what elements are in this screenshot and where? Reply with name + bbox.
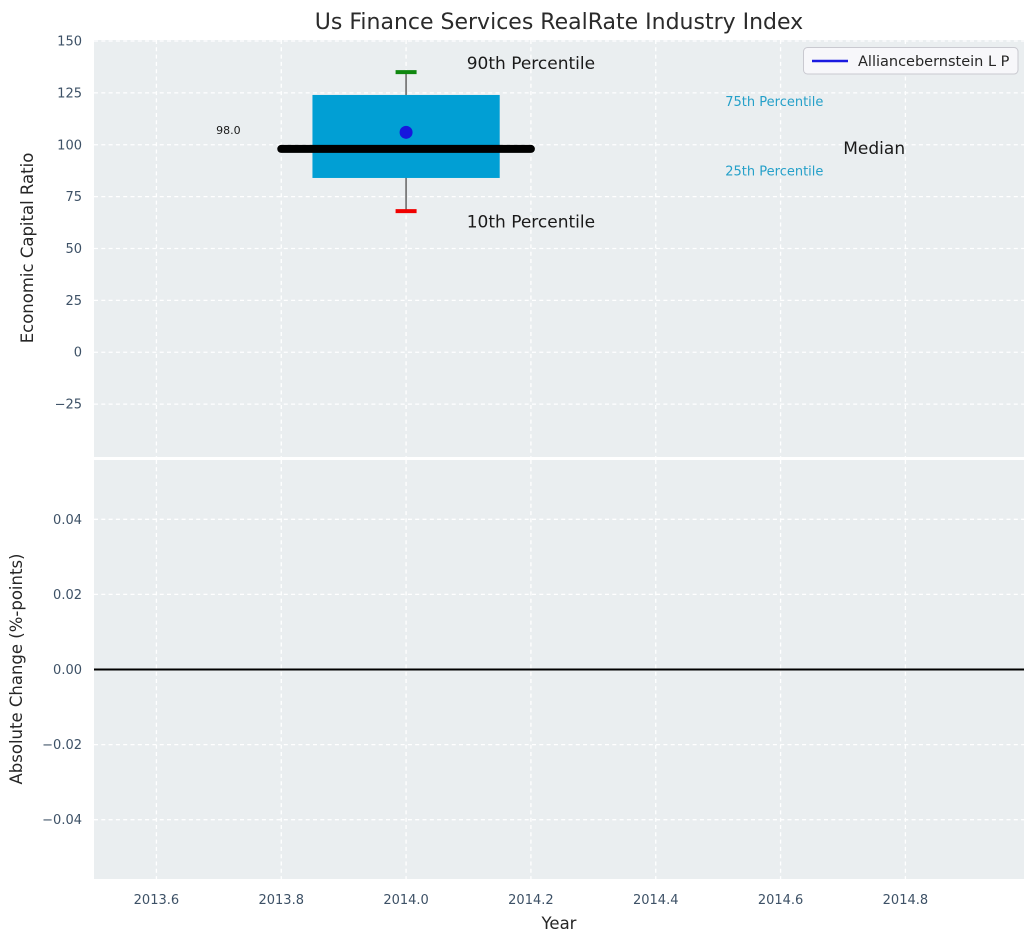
- legend: Alliancebernstein L P: [803, 47, 1019, 75]
- annotation-median-label: Median: [843, 139, 905, 159]
- y-axis-tick-label: 0.02: [53, 588, 82, 603]
- y-axis-tick-label: −0.04: [42, 813, 82, 828]
- chart-title: Us Finance Services RealRate Industry In…: [315, 10, 803, 35]
- y-axis-tick-label: 50: [65, 242, 82, 257]
- y-axis-tick-label: 125: [57, 86, 82, 101]
- annotation-75th-percentile: 75th Percentile: [725, 95, 823, 110]
- tick-labels-layer: 150 125 100 75 50 25 0 −25 0.04 0.02 0.00 −0.02 −0.0…: [42, 35, 928, 908]
- x-axis-tick-label: 2014.4: [633, 893, 679, 908]
- legend-frame: [803, 47, 1019, 75]
- x-axis-label: Year: [541, 914, 577, 933]
- annotation-median-value: 98.0: [216, 124, 241, 137]
- legend-entry-label: Alliancebernstein L P: [858, 54, 1010, 70]
- y-axis-tick-label: 75: [65, 190, 82, 205]
- y-axis-tick-label: −0.02: [42, 738, 82, 753]
- annotation-90th-percentile: 90th Percentile: [467, 54, 595, 74]
- y-axis-tick-label: 0: [74, 346, 82, 361]
- annotation-25th-percentile: 25th Percentile: [725, 164, 823, 179]
- bottom-y-axis-label: Absolute Change (%-points): [7, 554, 26, 785]
- x-axis-tick-label: 2014.6: [758, 893, 804, 908]
- plot-data-layer: [94, 70, 1024, 671]
- y-axis-tick-label: 100: [57, 138, 82, 153]
- y-axis-tick-label: 150: [57, 35, 82, 50]
- x-axis-tick-label: 2014.2: [508, 893, 554, 908]
- x-axis-tick-label: 2014.8: [883, 893, 929, 908]
- x-axis-tick-label: 2014.0: [383, 893, 429, 908]
- y-axis-tick-label: 25: [65, 294, 82, 309]
- y-axis-tick-label: −25: [55, 398, 82, 413]
- x-axis-tick-label: 2013.8: [258, 893, 304, 908]
- y-axis-tick-label: 0.04: [53, 513, 82, 528]
- gridlines-layer: [94, 40, 1024, 879]
- x-axis-tick-label: 2013.6: [134, 893, 180, 908]
- annotations-layer: 90th Percentile 10th Percentile 75th Perce…: [216, 54, 905, 233]
- mean-marker: [399, 125, 413, 139]
- top-y-axis-label: Economic Capital Ratio: [18, 153, 37, 344]
- annotation-10th-percentile: 10th Percentile: [467, 212, 595, 232]
- y-axis-tick-label: 0.00: [53, 663, 82, 678]
